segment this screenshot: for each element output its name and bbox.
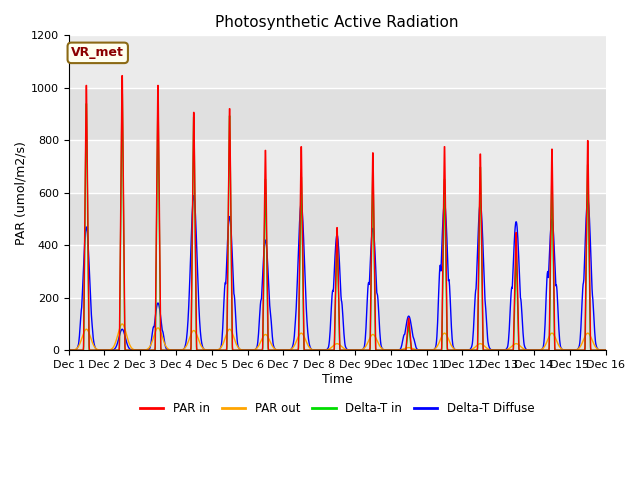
Delta-T in — [244, 348, 252, 353]
PAR out — [118, 321, 126, 327]
PAR in — [420, 348, 428, 353]
Delta-T Diffuse — [65, 348, 72, 353]
Delta-T Diffuse — [172, 348, 179, 353]
Delta-T Diffuse — [421, 348, 429, 353]
Delta-T Diffuse — [245, 348, 253, 353]
Delta-T in — [172, 348, 179, 353]
Delta-T Diffuse — [184, 311, 192, 316]
PAR in — [538, 348, 546, 353]
PAR out — [184, 338, 192, 344]
Line: PAR in: PAR in — [68, 76, 605, 350]
PAR in — [184, 348, 192, 353]
PAR out — [492, 348, 499, 353]
Y-axis label: PAR (umol/m2/s): PAR (umol/m2/s) — [15, 141, 28, 245]
Bar — [68, 298, 605, 350]
Delta-T Diffuse — [100, 348, 108, 353]
Bar — [68, 245, 605, 298]
PAR out — [387, 348, 395, 353]
Delta-T Diffuse — [602, 348, 609, 353]
PAR out — [421, 348, 429, 353]
Line: Delta-T Diffuse: Delta-T Diffuse — [68, 196, 605, 350]
PAR in — [602, 348, 609, 353]
Text: VR_met: VR_met — [71, 47, 124, 60]
Delta-T Diffuse — [492, 348, 499, 353]
PAR in — [65, 348, 72, 353]
Delta-T in — [65, 348, 72, 353]
PAR in — [118, 73, 126, 79]
Delta-T in — [118, 91, 126, 97]
Legend: PAR in, PAR out, Delta-T in, Delta-T Diffuse: PAR in, PAR out, Delta-T in, Delta-T Dif… — [135, 397, 539, 420]
Bar — [68, 88, 605, 140]
PAR out — [172, 348, 179, 353]
PAR out — [65, 348, 72, 353]
PAR in — [244, 348, 252, 353]
Line: PAR out: PAR out — [68, 324, 605, 350]
Bar — [68, 36, 605, 88]
Delta-T Diffuse — [190, 193, 198, 199]
Bar — [68, 0, 605, 36]
Delta-T Diffuse — [539, 346, 547, 351]
PAR out — [539, 346, 547, 352]
Delta-T in — [420, 348, 428, 353]
Delta-T in — [538, 348, 546, 353]
Title: Photosynthetic Active Radiation: Photosynthetic Active Radiation — [215, 15, 459, 30]
Delta-T in — [184, 348, 192, 353]
PAR in — [491, 348, 499, 353]
Delta-T in — [491, 348, 499, 353]
Delta-T in — [602, 348, 609, 353]
Bar — [68, 193, 605, 245]
X-axis label: Time: Time — [322, 372, 353, 386]
PAR out — [602, 348, 609, 353]
PAR out — [244, 348, 252, 353]
PAR in — [172, 348, 179, 353]
Bar — [68, 140, 605, 193]
Line: Delta-T in: Delta-T in — [68, 94, 605, 350]
